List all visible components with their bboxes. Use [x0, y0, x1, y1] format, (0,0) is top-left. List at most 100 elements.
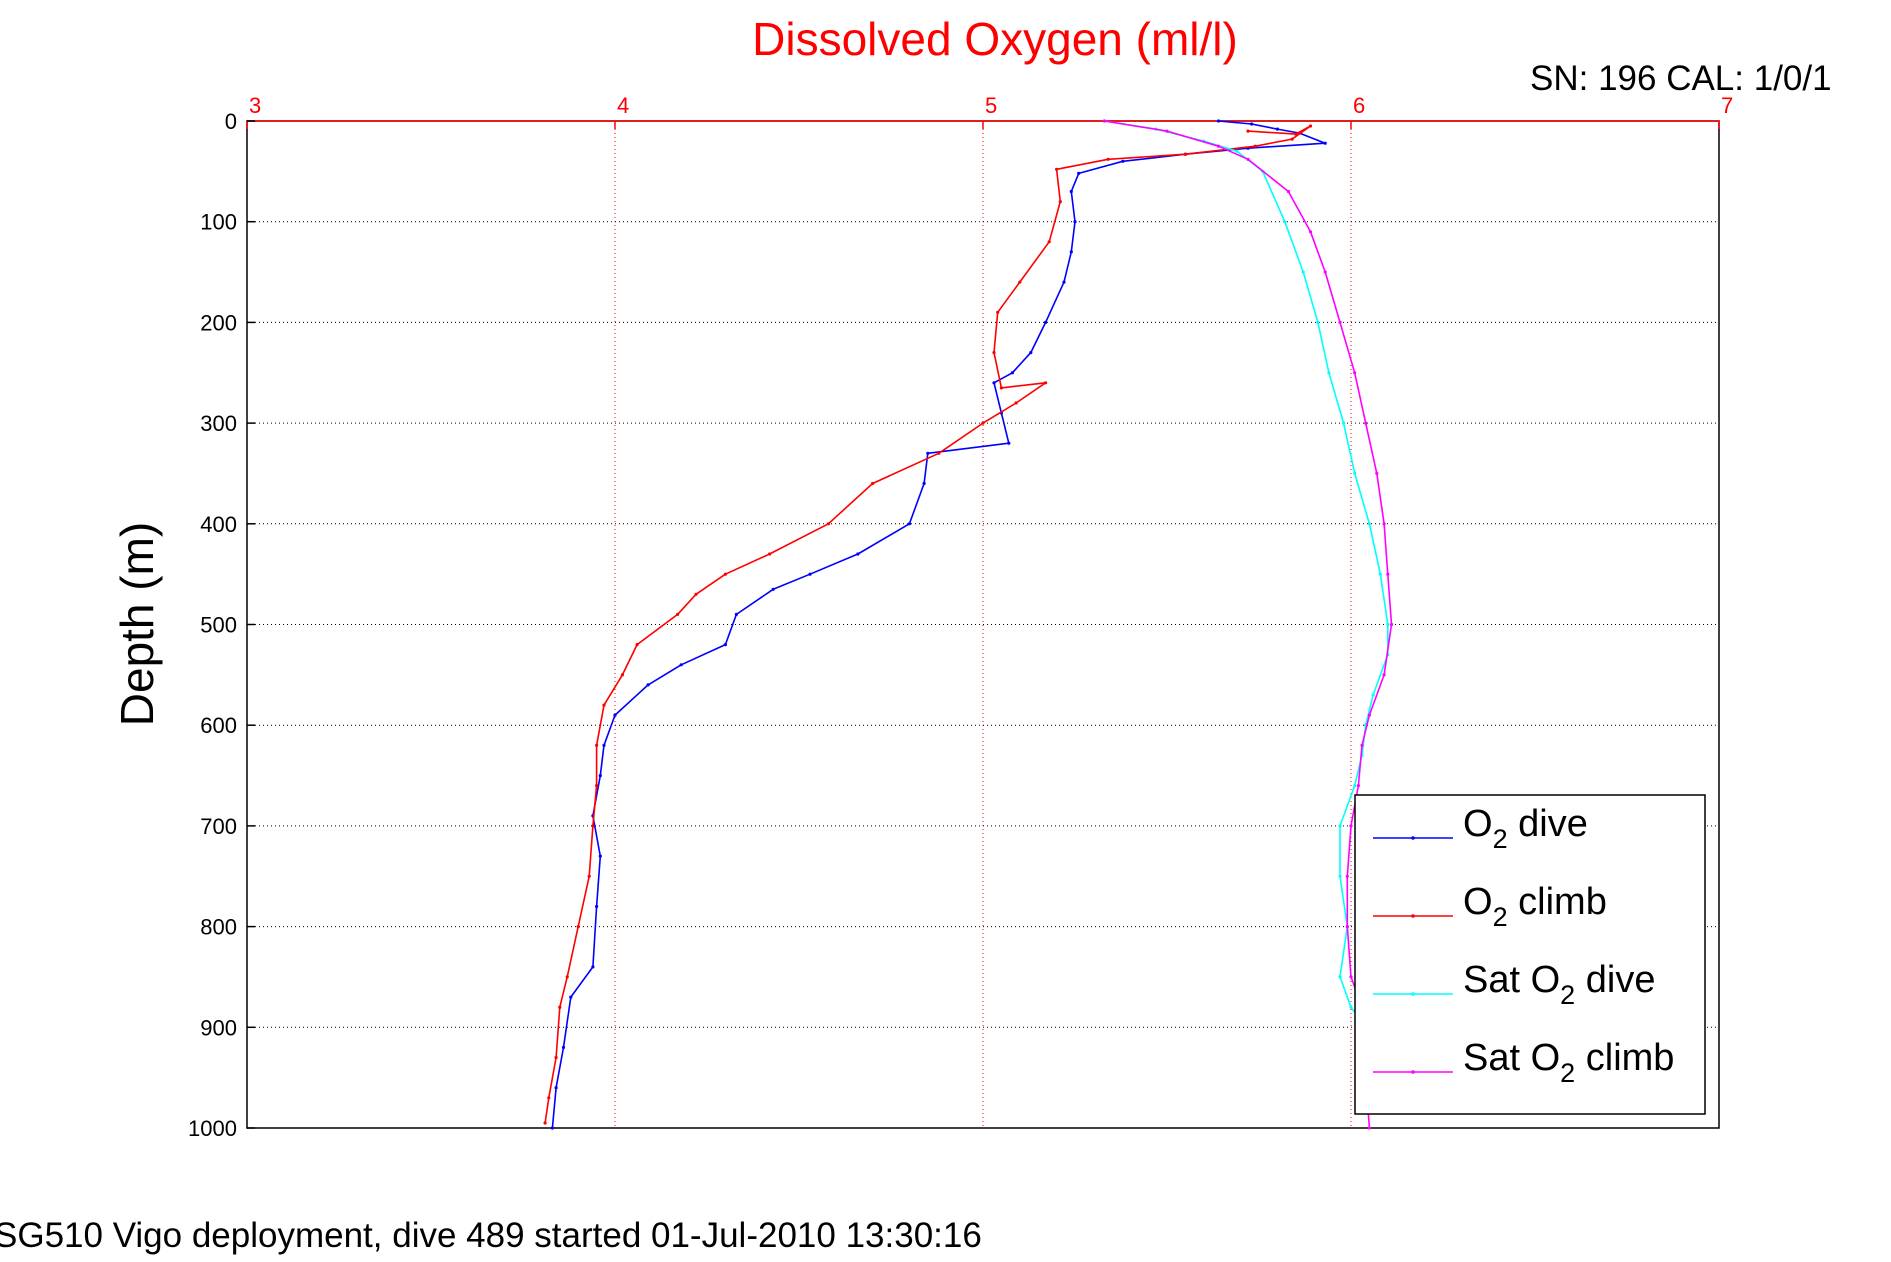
- data-series: [543, 119, 1394, 1130]
- legend-marker: [1411, 992, 1415, 996]
- data-point: [1062, 280, 1066, 284]
- y-tick-label: 300: [200, 411, 237, 436]
- data-point: [1216, 144, 1221, 148]
- data-point: [1360, 743, 1364, 747]
- data-point: [723, 643, 728, 647]
- data-point: [1349, 975, 1353, 979]
- data-point: [1073, 220, 1077, 224]
- data-point: [569, 995, 573, 999]
- legend-box: [1354, 794, 1706, 1115]
- data-point: [734, 612, 739, 617]
- data-point: [635, 643, 639, 647]
- data-point: [1382, 522, 1386, 526]
- legend-label: O2 dive: [1463, 803, 1588, 854]
- data-point: [1308, 230, 1313, 234]
- data-point: [1342, 421, 1346, 425]
- data-point: [1345, 874, 1349, 878]
- data-point: [554, 1055, 558, 1060]
- series-line: [551, 120, 1326, 1129]
- data-point: [1069, 250, 1073, 254]
- data-point: [992, 381, 996, 385]
- series-line: [1104, 120, 1389, 1028]
- data-point: [1121, 159, 1125, 163]
- data-point: [1353, 471, 1357, 475]
- data-point: [1353, 784, 1357, 788]
- data-point: [620, 673, 625, 677]
- data-point: [1301, 270, 1305, 274]
- data-point: [602, 703, 606, 707]
- data-point: [1323, 270, 1327, 274]
- data-point: [602, 743, 606, 747]
- data-point: [1364, 421, 1368, 425]
- data-point: [591, 965, 595, 969]
- data-point: [981, 421, 985, 425]
- data-point: [1338, 824, 1342, 828]
- data-point: [1367, 1126, 1371, 1130]
- y-tick-label: 200: [200, 310, 237, 335]
- data-point: [646, 683, 650, 687]
- data-point: [1338, 874, 1342, 878]
- data-point: [1353, 371, 1357, 375]
- series-3: [1102, 119, 1390, 1029]
- data-point: [576, 925, 580, 929]
- data-point: [926, 451, 930, 455]
- data-point: [771, 587, 775, 591]
- data-point: [598, 854, 602, 858]
- legend-item: Sat O2 dive: [1373, 959, 1655, 1010]
- data-point: [1323, 141, 1327, 145]
- data-point: [1327, 371, 1331, 375]
- data-point: [1294, 132, 1298, 136]
- data-point: [595, 784, 599, 788]
- data-point: [871, 481, 875, 486]
- data-point: [1349, 824, 1353, 828]
- y-tick-label: 100: [200, 210, 237, 235]
- data-point: [1308, 124, 1313, 128]
- y-tick-label: 600: [200, 713, 237, 738]
- data-point: [1106, 157, 1110, 161]
- data-point: [1014, 401, 1018, 405]
- data-point: [1102, 119, 1106, 123]
- x-tick-label: 3: [249, 93, 261, 118]
- data-point: [1338, 320, 1342, 324]
- data-point: [595, 904, 599, 909]
- chart-title: Dissolved Oxygen (ml/l): [752, 13, 1238, 65]
- data-point: [1010, 371, 1015, 375]
- data-point: [598, 774, 602, 778]
- data-point: [937, 451, 941, 455]
- data-point: [996, 310, 1000, 314]
- y-tick-label: 0: [225, 109, 237, 134]
- data-point: [558, 1005, 562, 1009]
- data-point: [1367, 713, 1371, 717]
- series-1: [550, 119, 1327, 1130]
- data-point: [676, 612, 680, 617]
- x-axis-ticks: 3 4 5 6 7: [246, 93, 1733, 129]
- y-tick-label: 400: [200, 512, 237, 537]
- legend-label: Sat O2 dive: [1463, 959, 1655, 1010]
- data-point: [1216, 119, 1221, 123]
- data-point: [1246, 157, 1250, 161]
- legend: O2 dive O2 climb Sat O2 dive Sat O2 climb: [1354, 794, 1706, 1115]
- x-tick-label: 4: [617, 93, 629, 118]
- data-point: [768, 552, 772, 556]
- data-point: [856, 552, 860, 556]
- data-point: [1386, 622, 1390, 627]
- data-point: [679, 663, 683, 667]
- data-point: [1290, 137, 1294, 141]
- data-point: [1386, 572, 1390, 576]
- data-point: [1055, 167, 1059, 171]
- data-point: [1283, 220, 1287, 224]
- data-point: [1316, 320, 1320, 324]
- legend-marker: [1411, 914, 1415, 918]
- data-point: [723, 572, 728, 576]
- data-point: [1356, 784, 1360, 788]
- legend-label: Sat O2 climb: [1463, 1037, 1674, 1088]
- data-point: [554, 1086, 558, 1090]
- data-point: [1058, 200, 1062, 204]
- x-tick-label: 5: [985, 93, 997, 118]
- legend-item: O2 dive: [1373, 803, 1588, 854]
- data-point: [1183, 152, 1187, 156]
- data-point: [1018, 280, 1022, 284]
- data-point: [547, 1096, 551, 1100]
- data-point: [1007, 441, 1011, 445]
